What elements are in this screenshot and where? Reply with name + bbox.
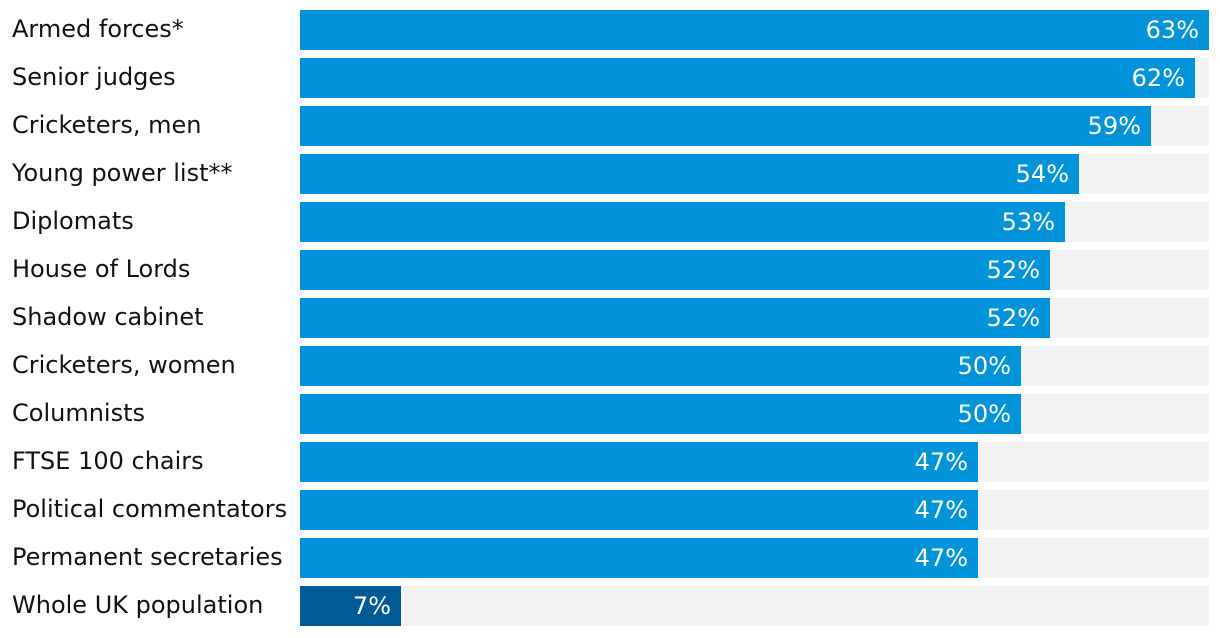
bar-track: 50% (300, 346, 1209, 386)
bar-row: Cricketers, women 50% (0, 346, 1220, 386)
bar-track: 50% (300, 394, 1209, 434)
bar-track: 7% (300, 586, 1209, 626)
category-label: Shadow cabinet (12, 303, 204, 331)
category-label: Cricketers, men (12, 111, 202, 139)
category-label: Armed forces* (12, 15, 184, 43)
bar: 53% (300, 202, 1065, 242)
bar-row: House of Lords 52% (0, 250, 1220, 290)
category-label: Cricketers, women (12, 351, 236, 379)
category-label: Political commentators (12, 495, 288, 523)
bar-track: 52% (300, 250, 1209, 290)
category-label: Young power list** (12, 159, 233, 187)
bar-track: 54% (300, 154, 1209, 194)
bar-track: 53% (300, 202, 1209, 242)
category-label: Whole UK population (12, 591, 264, 619)
value-label: 50% (957, 352, 1011, 380)
bar-row: Political commentators 47% (0, 490, 1220, 530)
category-label: House of Lords (12, 255, 191, 283)
category-label: Senior judges (12, 63, 176, 91)
value-label: 7% (352, 592, 391, 620)
bar: 7% (300, 586, 401, 626)
bar-row: FTSE 100 chairs 47% (0, 442, 1220, 482)
bar: 50% (300, 394, 1021, 434)
bar-track: 63% (300, 10, 1209, 50)
category-label: Diplomats (12, 207, 134, 235)
bar-track: 47% (300, 442, 1209, 482)
bar-row: Cricketers, men 59% (0, 106, 1220, 146)
bar: 59% (300, 106, 1151, 146)
bar: 50% (300, 346, 1021, 386)
bar-row: Young power list** 54% (0, 154, 1220, 194)
value-label: 47% (914, 448, 968, 476)
value-label: 47% (914, 544, 968, 572)
bar: 52% (300, 250, 1050, 290)
bar: 47% (300, 442, 978, 482)
value-label: 62% (1131, 64, 1185, 92)
value-label: 63% (1145, 16, 1199, 44)
bar-row: Senior judges 62% (0, 58, 1220, 98)
bar: 54% (300, 154, 1079, 194)
value-label: 52% (986, 256, 1040, 284)
bar-row: Permanent secretaries 47% (0, 538, 1220, 578)
bar: 52% (300, 298, 1050, 338)
bar-track: 47% (300, 490, 1209, 530)
bar-track: 62% (300, 58, 1209, 98)
bar-track: 47% (300, 538, 1209, 578)
bar: 63% (300, 10, 1209, 50)
value-label: 50% (957, 400, 1011, 428)
category-label: Columnists (12, 399, 145, 427)
value-label: 52% (986, 304, 1040, 332)
bar-row: Whole UK population 7% (0, 586, 1220, 626)
value-label: 47% (914, 496, 968, 524)
bar-row: Columnists 50% (0, 394, 1220, 434)
bar: 62% (300, 58, 1195, 98)
bar: 47% (300, 538, 978, 578)
bar-row: Diplomats 53% (0, 202, 1220, 242)
value-label: 53% (1001, 208, 1055, 236)
bar-track: 52% (300, 298, 1209, 338)
category-label: FTSE 100 chairs (12, 447, 204, 475)
bar: 47% (300, 490, 978, 530)
category-label: Permanent secretaries (12, 543, 283, 571)
bar-track: 59% (300, 106, 1209, 146)
value-label: 54% (1015, 160, 1069, 188)
bar-row: Shadow cabinet 52% (0, 298, 1220, 338)
value-label: 59% (1087, 112, 1141, 140)
bar-row: Armed forces* 63% (0, 10, 1220, 50)
